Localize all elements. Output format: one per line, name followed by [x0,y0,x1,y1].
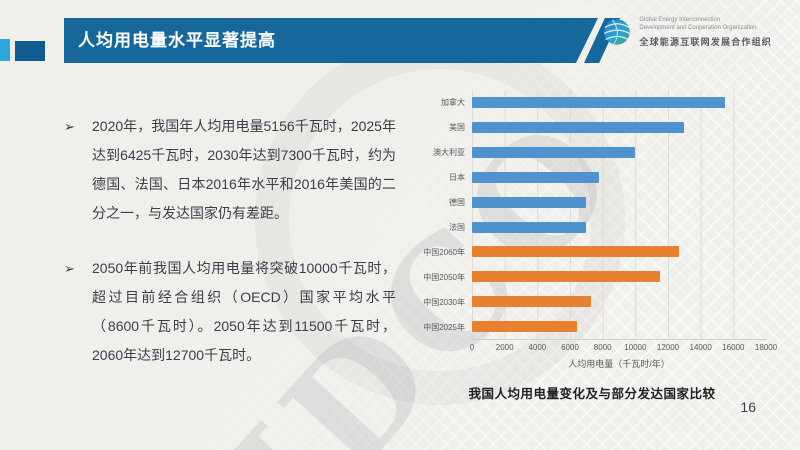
organization-logo: Global Energy Interconnection Developmen… [602,16,772,48]
logo-text-en-line2: Development and Cooperation Organization [639,25,757,31]
chart-bar-row [472,140,766,165]
bullet-list: ➢ 2020年，我国年人均用电量5156千瓦时，2025年达到6425千瓦时，2… [64,112,396,396]
chart-bar [472,221,587,233]
chart-bar [472,321,577,333]
chart-bar [472,171,600,183]
chart-category-label: 中国2060年 [423,248,465,257]
chart-bar [472,121,685,133]
bullet-marker: ➢ [64,261,75,276]
logo-text: Global Energy Interconnection Developmen… [639,16,772,48]
chart-category-label: 中国2050年 [423,273,465,282]
chart-bar-row [472,190,766,215]
header-bar: 人均用电量水平显著提高 [64,18,598,63]
chart-category-label: 澳大利亚 [433,148,465,157]
chart-plot [472,90,766,340]
globe-icon [604,19,631,45]
chart-xtick-label: 14000 [689,343,712,352]
chart-xtick-label: 8000 [593,343,612,352]
header-accent-dark-square [15,41,45,61]
logo-text-en-line1: Global Energy Interconnection [639,17,721,23]
page-title: 人均用电量水平显著提高 [78,31,276,50]
chart-xtick-label: 10000 [624,343,647,352]
chart-bar-row [472,289,766,314]
chart-ylabels: 加拿大美国澳大利亚日本德国法国中国2060年 中国2050年 中国2030年 中国20… [418,90,472,340]
page-number: 16 [740,399,756,415]
chart-category-label: 德国 [449,198,465,207]
bullet-item-1: ➢ 2020年，我国年人均用电量5156千瓦时，2025年达到6425千瓦时，2… [64,112,396,228]
chart-xtick-label: 6000 [561,343,579,352]
chart-bar-row [472,264,766,289]
chart-xtick-label: 2000 [495,343,514,352]
chart-xtick-label: 4000 [528,343,547,352]
bullet-text: 2020年，我国年人均用电量5156千瓦时，2025年达到6425千瓦时，203… [92,118,396,221]
chart-bar [472,146,636,158]
chart-bar [472,296,592,308]
chart-category-label: 中国2030年 [423,298,465,307]
chart-xtick-label: 16000 [722,343,745,352]
chart-xtick-label: 12000 [656,343,680,352]
chart-category-label: 法国 [449,223,465,232]
chart-bar [472,196,587,208]
bar-chart: 加拿大美国澳大利亚日本德国法国中国2060年 中国2050年 中国2030年 中国20… [418,90,777,402]
chart-xtick-label: 0 [469,343,475,352]
header-accent-cyan-square [0,39,10,61]
chart-bar [472,246,680,258]
chart-caption: 我国人均用电量变化及与部分发达国家比较 [468,387,716,401]
bullet-item-2: ➢ 2050年前我国人均用电量将突破10000千瓦时，超过目前经合组织（OECD… [64,254,396,370]
chart-category-label: 美国 [449,123,465,132]
chart-xtick-label: 18000 [754,343,778,352]
chart-category-label: 中国2025年 [423,323,465,332]
chart-bar-row [472,239,766,264]
logo-text-cn: 全球能源互联网发展合作组织 [639,37,772,47]
chart-bar [472,271,660,283]
chart-bar-row [472,165,766,190]
chart-xaxis-label: 人均用电量（千瓦时/年） [568,359,670,369]
chart-bar-row [472,90,766,115]
chart-category-label: 日本 [449,173,465,182]
chart-bar-row [472,314,766,339]
bullet-marker: ➢ [64,119,75,134]
chart-bar-row [472,215,766,240]
chart-bar-row [472,115,766,140]
chart-xticks: 0 2000 4000 6000 8000 10000 12000 14000 16000 180… [469,343,777,356]
bullet-text: 2050年前我国人均用电量将突破10000千瓦时，超过目前经合组织（OECD）国… [92,260,396,363]
chart-bar [472,97,726,108]
chart-category-label: 加拿大 [441,98,465,107]
